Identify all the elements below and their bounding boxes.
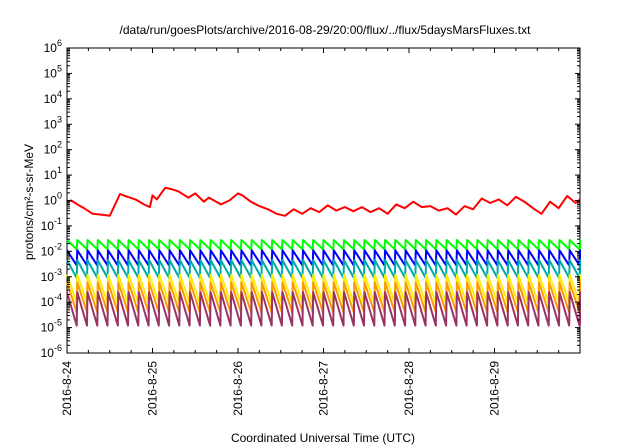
y-axis-label: protons/cm²-s-sr-MeV <box>22 144 36 260</box>
series-line <box>66 273 581 305</box>
y-tick-label: 10-1 <box>41 216 62 233</box>
y-tick-label: 106 <box>44 38 62 55</box>
y-tick-label: 10-5 <box>41 318 62 335</box>
series-line <box>66 291 581 327</box>
y-tick-label: 104 <box>44 89 62 106</box>
y-tick-label: 105 <box>44 63 62 80</box>
series-line <box>66 281 581 314</box>
series-layer <box>66 186 581 327</box>
y-tick-label: 101 <box>44 165 62 182</box>
y-tick-label: 10-4 <box>41 292 62 309</box>
y-tick-label: 103 <box>44 114 62 131</box>
x-tick-label: 2016-8-25 <box>146 361 160 416</box>
x-axis-label: Coordinated Universal Time (UTC) <box>231 431 415 445</box>
y-tick-label: 10-6 <box>41 343 62 360</box>
y-tick-label: 100 <box>44 191 62 208</box>
series-line <box>66 186 581 217</box>
chart-title: /data/run/goesPlots/archive/2016-08-29/2… <box>120 23 532 37</box>
series-line <box>66 249 581 267</box>
series-line <box>66 239 581 251</box>
y-tick-label: 102 <box>44 140 62 157</box>
series-line <box>66 259 581 279</box>
x-tick-label: 2016-8-24 <box>60 361 74 416</box>
y-axis-ticks: 10-6 10-5 10-4 10-3 10-2 10-1 100 101 102 103 104 1… <box>41 38 580 360</box>
x-axis-ticks: 2016-8-24 2016-8-25 2016-8-26 2016-8-27 2016… <box>60 48 560 416</box>
y-tick-label: 10-3 <box>41 267 62 284</box>
y-axis-label-text: protons/cm²-s-sr-MeV <box>22 144 36 260</box>
y-tick-label: 10-2 <box>41 241 62 258</box>
x-tick-label: 2016-8-26 <box>231 361 245 416</box>
x-tick-label: 2016-8-28 <box>402 361 416 416</box>
x-tick-label: 2016-8-29 <box>488 361 502 416</box>
x-tick-label: 2016-8-27 <box>317 361 331 416</box>
